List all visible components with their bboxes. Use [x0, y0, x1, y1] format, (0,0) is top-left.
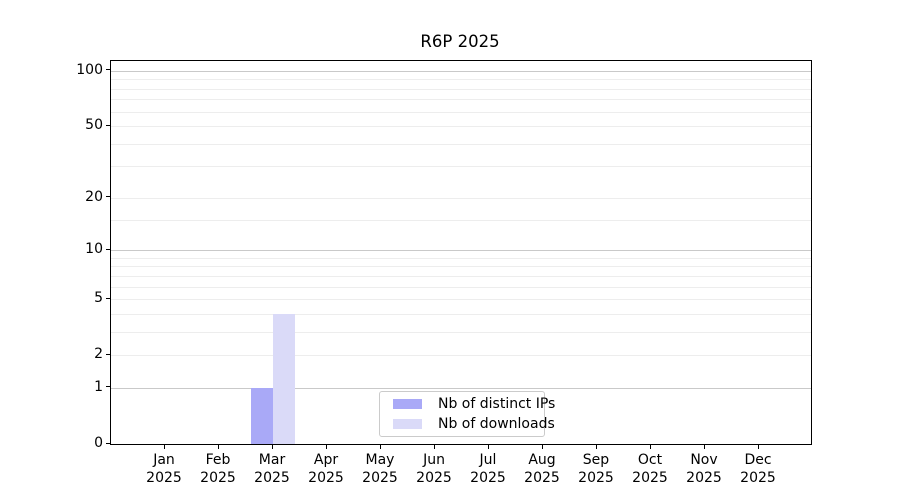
- y-gridline-6: [111, 286, 811, 288]
- plot-area: Nb of distinct IPs Nb of downloads: [110, 60, 812, 445]
- legend-swatch-distinct-ips: [393, 399, 422, 409]
- y-gridline-60: [111, 111, 811, 113]
- x-tick-mark-feb: [217, 445, 219, 449]
- bar-mar-0: [251, 387, 273, 444]
- y-tick-label-50: 50: [85, 117, 103, 134]
- y-gridline-100: [111, 70, 811, 72]
- x-tick-label-apr: Apr 2025: [308, 452, 344, 486]
- y-tick-mark-2: [106, 353, 110, 355]
- x-tick-mark-mar: [271, 445, 273, 449]
- x-tick-label-dec: Dec 2025: [740, 452, 776, 486]
- y-tick-label-20: 20: [85, 188, 103, 205]
- x-tick-mark-apr: [325, 445, 327, 449]
- y-gridline-90: [111, 79, 811, 81]
- x-tick-mark-sep: [595, 445, 597, 449]
- y-tick-mark-1: [106, 386, 110, 388]
- legend: Nb of distinct IPs Nb of downloads: [379, 391, 555, 437]
- legend-item-downloads: Nb of downloads: [388, 416, 555, 432]
- y-gridline-40: [111, 143, 811, 145]
- y-tick-mark-50: [106, 124, 110, 126]
- y-gridline-5: [111, 299, 811, 301]
- y-gridline-4: [111, 313, 811, 315]
- y-gridline-2: [111, 355, 811, 357]
- legend-label-distinct-ips: Nb of distinct IPs: [438, 396, 556, 412]
- y-tick-label-2: 2: [94, 346, 103, 363]
- x-tick-mark-oct: [649, 445, 651, 449]
- x-tick-label-may: May 2025: [362, 452, 398, 486]
- x-tick-label-sep: Sep 2025: [578, 452, 614, 486]
- x-tick-mark-aug: [541, 445, 543, 449]
- x-tick-label-oct: Oct 2025: [632, 452, 668, 486]
- x-tick-label-aug: Aug 2025: [524, 452, 560, 486]
- y-gridline-3: [111, 331, 811, 333]
- x-tick-label-feb: Feb 2025: [200, 452, 236, 486]
- x-tick-label-jan: Jan 2025: [146, 452, 182, 486]
- y-tick-label-1: 1: [94, 378, 103, 395]
- x-tick-mark-jun: [433, 445, 435, 449]
- y-gridline-1: [111, 387, 811, 389]
- x-tick-mark-nov: [703, 445, 705, 449]
- y-tick-label-0: 0: [94, 435, 103, 451]
- x-tick-mark-jan: [163, 445, 165, 449]
- y-tick-mark-10: [106, 248, 110, 250]
- y-gridline-8: [111, 266, 811, 268]
- x-tick-label-jun: Jun 2025: [416, 452, 452, 486]
- y-gridline-30: [111, 166, 811, 168]
- y-gridline-80: [111, 88, 811, 90]
- y-tick-label-5: 5: [94, 290, 103, 307]
- x-tick-mark-may: [379, 445, 381, 449]
- x-tick-mark-dec: [757, 445, 759, 449]
- bar-mar-1: [273, 313, 295, 444]
- y-gridline-70: [111, 99, 811, 101]
- y-gridline-50: [111, 126, 811, 128]
- x-tick-label-jul: Jul 2025: [470, 452, 506, 486]
- x-tick-mark-jul: [487, 445, 489, 449]
- y-gridline-10: [111, 250, 811, 252]
- x-tick-label-nov: Nov 2025: [686, 452, 722, 486]
- legend-label-downloads: Nb of downloads: [438, 416, 555, 432]
- legend-swatch-downloads: [393, 419, 422, 429]
- y-gridline-20: [111, 197, 811, 199]
- y-gridline-15: [111, 219, 811, 221]
- y-tick-label-10: 10: [85, 241, 103, 258]
- y-tick-label-100: 100: [76, 61, 103, 78]
- legend-item-distinct-ips: Nb of distinct IPs: [388, 396, 555, 412]
- y-tick-mark-5: [106, 297, 110, 299]
- y-tick-mark-100: [106, 69, 110, 71]
- chart-title: R6P 2025: [420, 32, 500, 51]
- y-gridline-7: [111, 275, 811, 277]
- y-tick-mark-0: [106, 442, 110, 444]
- y-gridline-9: [111, 257, 811, 259]
- y-tick-mark-20: [106, 196, 110, 198]
- x-tick-label-mar: Mar 2025: [254, 452, 290, 486]
